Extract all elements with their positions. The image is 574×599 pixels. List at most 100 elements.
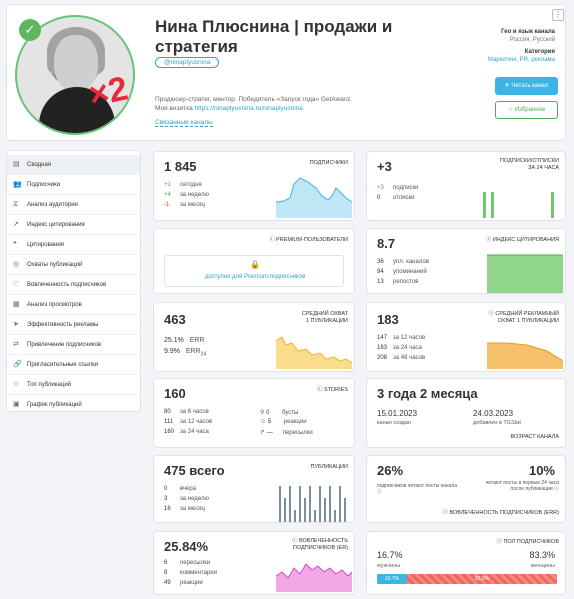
subs-unsubs-widget[interactable]: +3 ПОДПИСКИ/ОТПИСКИ ЗА 24 ЧАСА +3 подписки… [366,151,566,221]
er-caption-sub: ПОДПИСЧИКОВ (ER) [292,545,348,551]
engagement-err-widget[interactable]: 26% 10% подписчиков читают посты канала … [366,455,566,523]
info-icon: ⓘ [292,538,300,544]
sidebar-item-label: Цитирования [27,242,64,248]
sidebar-item-icon: ♡ [13,281,20,288]
subs-unsubs-value: +3 [377,159,392,174]
subs-24h-label: подписки [393,185,419,191]
lock-icon: 🔒 [250,260,260,269]
boosts-value: 0 [266,410,270,416]
sidebar-item[interactable]: ▣ График публикаций [7,395,140,415]
favorite-button[interactable]: ☆ Избранное [495,101,558,119]
created-label: канал создан [377,420,411,426]
er-comments-label: комментарии [180,570,217,576]
description-link[interactable]: https://ninaplyusnina.ru/ninaplyusnina [194,105,303,112]
sidebar-item[interactable]: ♡ Вовлеченность подписчиков [7,275,140,295]
sidebar-item-label: Охваты публикаций [27,262,83,268]
channel-age-value: 3 года 2 месяца [377,386,478,401]
category-link[interactable]: Маркетинг, PR, реклама [487,57,555,63]
premium-lock-box: 🔒 доступно для Premium-подписчиков [164,255,344,287]
channel-age-widget[interactable]: 3 года 2 месяца 15.01.2023 канал создан … [366,378,566,448]
ad-48h-label: за 48 часов [393,355,426,361]
avatar-badge: ×2 [85,69,132,115]
sidebar-item-icon: ↗ [13,221,19,228]
cite-mentions-label: упоминаний [393,269,427,275]
sidebar-item-label: Топ публикаций [27,382,72,388]
gender-bar: 16.7% 83.3% [377,574,557,584]
added-label: добавлен в TGStat [473,420,521,426]
sidebar-item-icon: ❝ [13,241,17,248]
read-channel-button[interactable]: ✈ Читать канал [495,77,558,95]
citation-index-widget[interactable]: 8.7 ⓘ ИНДЕКС ЦИТИРОВАНИЯ 36 упл. каналов … [366,228,566,294]
stories-widget[interactable]: 160 ⓘ STORIES 80 за 6 часов 111 за 12 часо… [153,378,355,448]
more-menu-icon[interactable]: ⋮ [552,9,564,21]
sidebar-item[interactable]: ❝ Цитирования [7,235,140,255]
sidebar-item[interactable]: ⧖ Анализ аудитории [7,195,140,215]
channel-avatar [15,15,135,135]
stories-value: 160 [164,386,186,401]
er-forwards-label: пересылки [180,560,211,566]
subs-month-value: -1 [164,202,170,208]
subs-24h-value: +3 [377,185,384,191]
sidebar-item[interactable]: ▦ Анализ просмотров [7,295,140,315]
ad-24h-label: за 24 часа [393,345,422,351]
sidebar-item[interactable]: ⇄ Привлечение подписчиков [7,335,140,355]
ad-reach-value: 183 [377,312,399,327]
stories-24h-label: за 24 часа [180,429,209,435]
subs-unsubs-caption-period: ЗА 24 ЧАСА [528,165,559,171]
reach-value: 463 [164,312,186,327]
category-label: Категория [524,49,555,55]
premium-access-link[interactable]: доступно для Premium-подписчиков [204,274,306,280]
sidebar-item[interactable]: ☆ Топ публикаций [7,375,140,395]
subs-month-label: за месяц [180,202,205,208]
related-channels-link[interactable]: Связанные каналы [155,119,213,127]
favorite-label: Избранное [514,107,546,113]
sidebar-item-label: Эффективность рекламы [27,322,99,328]
posts-yesterday-label: вчера [180,486,197,492]
citation-value: 8.7 [377,236,396,251]
reach-caption: СРЕДНИЙ ОХВАТ [301,311,348,317]
er-chart [276,563,352,592]
posts-month-label: за месяц [180,506,205,512]
sidebar-item-icon: ◎ [13,261,20,268]
sidebar-item-label: Пригласительные ссылки [27,362,99,368]
info-icon: ⓘ [316,387,324,393]
sidebar-item-icon: ⧖ [13,201,18,208]
cite-reposts-value: 13 [377,279,384,285]
publications-widget[interactable]: 475 всего ПУБЛИКАЦИИ 0 вчера 3 за неделю 1… [153,455,355,523]
er-widget[interactable]: 25.84% ⓘ ВОВЛЕЧЕННОСТЬ ПОДПИСЧИКОВ (ER) 6… [153,531,355,595]
female-bar: 83.3% [407,574,557,584]
boost-icon: ⚲ [260,410,267,416]
posts-week-value: 3 [164,496,168,502]
sidebar-item[interactable]: ↗ Индекс цитирования [7,215,140,235]
avg-reach-widget[interactable]: 463 СРЕДНИЙ ОХВАТ 1 ПУБЛИКАЦИИ 25.1% ERR … [153,302,355,372]
info-icon: ⓘ [377,489,383,495]
male-bar-label: 16.7% [384,576,400,582]
gender-widget[interactable]: ⓘ ПОЛ ПОДПИСЧИКОВ 16.7% мужчины 83.3% же… [366,531,566,595]
citation-caption: ИНДЕКС ЦИТИРОВАНИЯ [492,237,559,243]
subscribers-widget[interactable]: 1 845 ПОДПИСЧИКИ +1 сегодня +4 за неделю -… [153,151,355,221]
sidebar-item[interactable]: ➤ Эффективность рекламы [7,315,140,335]
premium-users-widget[interactable]: ⓘ PREMIUM-ПОЛЬЗОВАТЕЛИ 🔒 доступно для Pr… [153,228,355,294]
female-pct: 83.3% [529,550,555,560]
engagement-desc2: читают посты в первые 24 часа после публ… [485,480,559,492]
sidebar-item[interactable]: 🔗 Пригласительные ссылки [7,355,140,375]
avg-ad-reach-widget[interactable]: 183 ⓘ СРЕДНИЙ РЕКЛАМНЫЙ ОХВАТ 1 ПУБЛИКАЦИ… [366,302,566,372]
male-label: мужчины [377,563,401,569]
channel-age-caption: ВОЗРАСТ КАНАЛА [510,434,559,440]
channel-handle-link[interactable]: @ninaplyusnina [155,57,220,68]
geo-value: Россия, Русский [509,37,555,43]
description-prefix: Моя визитка [155,105,195,112]
err24-value: 9.9% [164,348,180,355]
sidebar-item-icon: ☆ [13,381,20,388]
sidebar-item[interactable]: ▤ Сводная [7,155,140,175]
stories-6h-label: за 6 часов [180,409,209,415]
reactions-label: реакции [283,419,307,425]
female-label: женщины [530,563,555,569]
er-caption: ВОВЛЕЧЕННОСТЬ [299,538,348,544]
sidebar-item[interactable]: ◎ Охваты публикаций [7,255,140,275]
er-reactions-value: 49 [164,580,171,586]
reactions-value: 5 [267,419,272,425]
added-date: 24.03.2023 [473,409,514,418]
sidebar-item[interactable]: 👥 Подписчики [7,175,140,195]
unsubs-24h-label: отписки [393,195,415,201]
